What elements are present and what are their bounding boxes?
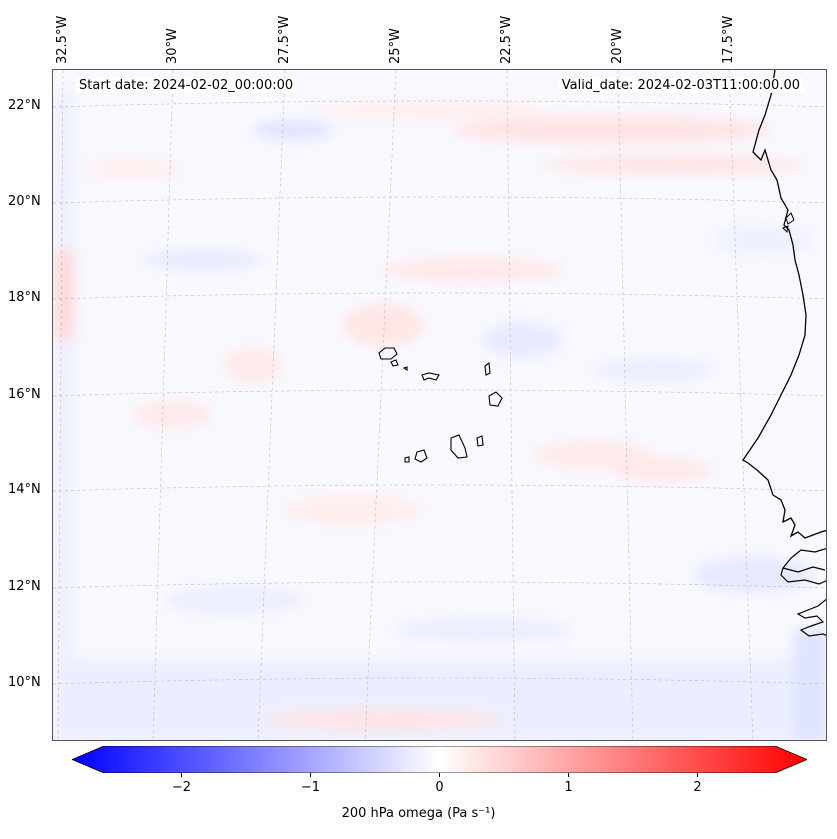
parallel-22n [53, 100, 826, 108]
parallel-20n [53, 196, 826, 204]
coastline-guinea-bissau [796, 598, 826, 637]
colorbar [72, 746, 807, 773]
lon-label-27-5w: 27.5°W [277, 15, 292, 64]
lat-label-16n: 16°N [8, 387, 41, 402]
parallel-10n [53, 677, 826, 685]
lat-label-18n: 18°N [8, 290, 41, 305]
lon-label-30w: 30°W [165, 28, 180, 64]
start-date-label: Start date: 2024-02-02_00:00:00 [76, 78, 297, 93]
colorbar-tick-label: 1 [564, 780, 573, 795]
graticule [53, 70, 826, 740]
lon-label-32-5w: 32.5°W [55, 15, 70, 64]
island-brava [404, 456, 410, 463]
meridian-27-5w [257, 70, 286, 740]
coastline-senegal-gambia [780, 547, 826, 585]
coastline-bijagos [782, 212, 795, 234]
parallel-18n [53, 292, 826, 300]
colorbar-tickmark [309, 773, 311, 777]
island-maio [476, 435, 484, 447]
lat-label-10n: 10°N [8, 675, 41, 690]
omega-field-patterns [53, 90, 826, 740]
meridian-17-5w [728, 70, 754, 740]
island-fogo [414, 449, 428, 463]
island-santo-antao [378, 347, 398, 360]
island-santa-luzia [402, 366, 408, 372]
parallel-12n [53, 581, 826, 589]
island-boa-vista [488, 391, 503, 407]
colorbar-tickmark [439, 773, 440, 777]
colorbar-gradient [72, 746, 807, 773]
coastline-africa [742, 70, 826, 539]
lat-label-22n: 22°N [8, 98, 41, 113]
colorbar-tick-label: −2 [171, 780, 192, 795]
colorbar-label: 200 hPa omega (Pa s⁻¹) [341, 806, 496, 821]
meridian-22-5w [506, 70, 516, 740]
map-canvas [53, 70, 826, 740]
colorbar-tickmark [180, 773, 182, 777]
lon-label-20w: 20°W [610, 28, 625, 64]
island-sal [484, 361, 491, 376]
lon-label-22-5w: 22.5°W [499, 15, 514, 64]
lat-label-12n: 12°N [8, 579, 41, 594]
colorbar-tickmark [568, 773, 570, 777]
meridian-30w [152, 70, 174, 740]
meridian-32-5w [57, 70, 64, 740]
island-sao-nicolau [421, 372, 440, 381]
colorbar-tickmark [697, 773, 699, 777]
lon-label-25w: 25°W [388, 28, 403, 64]
lon-label-17-5w: 17.5°W [721, 15, 736, 64]
island-santiago [450, 434, 468, 459]
map-panel [52, 69, 827, 741]
colorbar-tick-label: 0 [435, 780, 444, 795]
colorbar-tick-label: 2 [693, 780, 702, 795]
meridian-20w [617, 70, 634, 740]
lat-label-20n: 20°N [8, 194, 41, 209]
cape-verde-islands [378, 347, 503, 463]
colorbar-tick-label: −1 [300, 780, 321, 795]
valid-date-label: Valid_date: 2024-02-03T11:00:00.00 [558, 78, 803, 93]
meridian-25w [364, 70, 397, 740]
parallel-14n [53, 484, 826, 492]
island-sao-vicente [390, 359, 399, 367]
parallel-16n [53, 389, 826, 397]
lat-label-14n: 14°N [8, 482, 41, 497]
